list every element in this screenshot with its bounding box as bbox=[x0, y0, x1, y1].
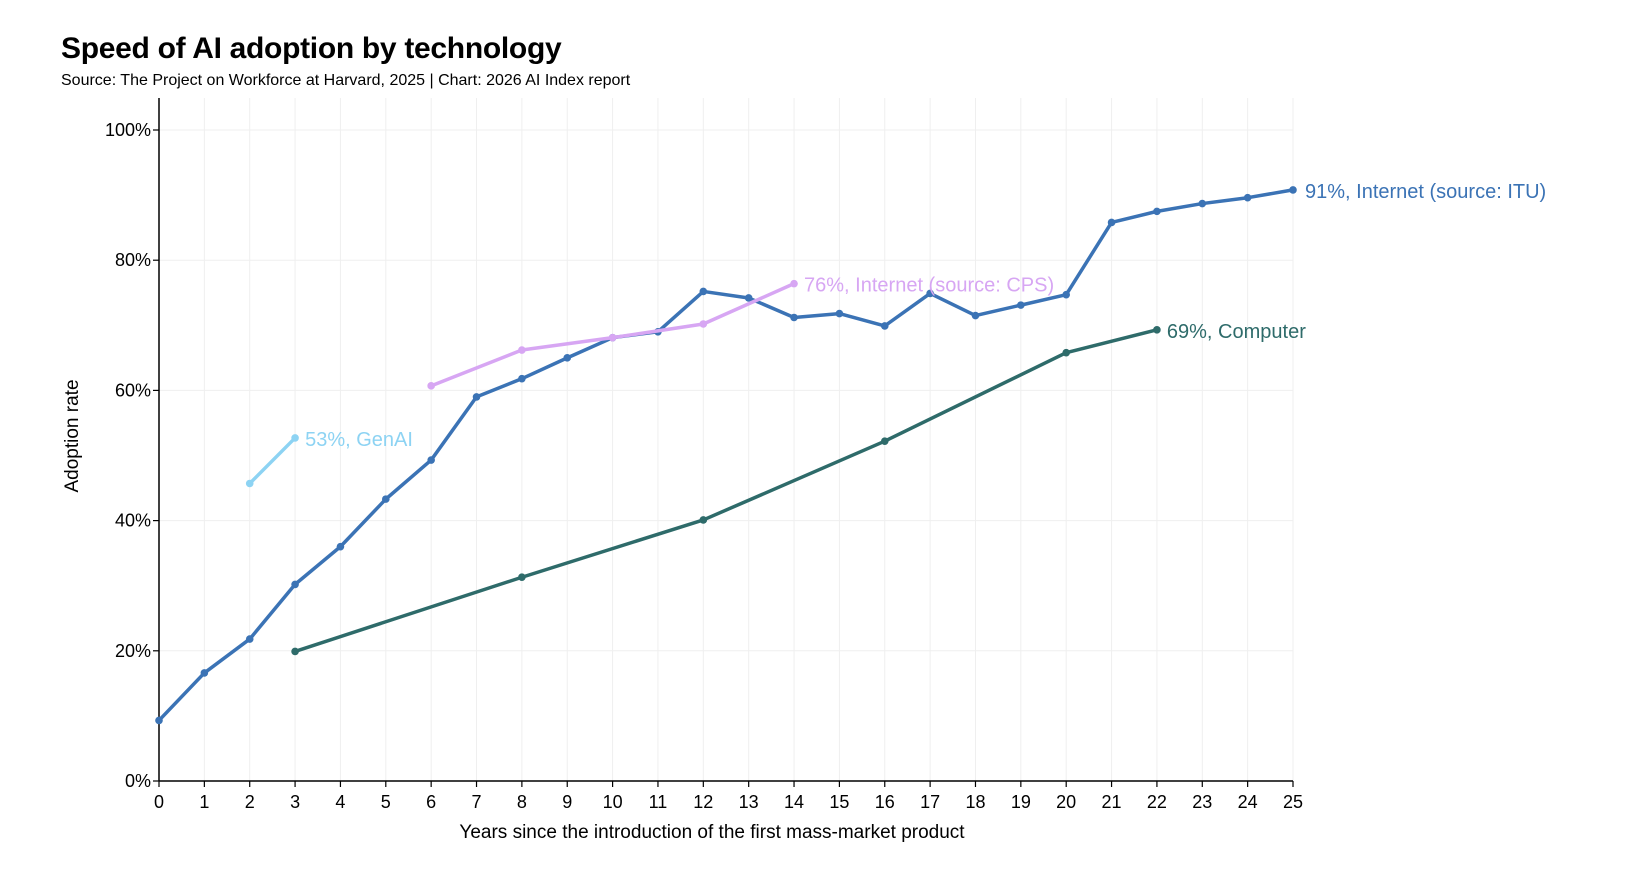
x-tick-label: 15 bbox=[829, 792, 849, 812]
data-point bbox=[608, 333, 617, 342]
data-point bbox=[744, 294, 753, 302]
data-point bbox=[1062, 290, 1070, 299]
x-tick-label: 20 bbox=[1056, 792, 1076, 812]
series-line bbox=[247, 436, 297, 486]
data-point bbox=[291, 580, 299, 589]
x-tick-label: 12 bbox=[693, 792, 713, 812]
y-tick-label: 20% bbox=[115, 641, 151, 661]
x-tick-label: 17 bbox=[920, 792, 940, 812]
data-point bbox=[699, 516, 708, 524]
y-tick-label: 40% bbox=[115, 511, 151, 531]
data-point bbox=[200, 669, 209, 677]
x-tick-label: 0 bbox=[154, 792, 164, 812]
data-point bbox=[699, 287, 708, 296]
series-end-label: 76%, Internet (source: CPS) bbox=[804, 275, 1054, 297]
data-point bbox=[427, 382, 435, 390]
y-axis-label: Adoption rate bbox=[62, 379, 83, 492]
x-tick-label: 11 bbox=[649, 792, 668, 812]
data-point bbox=[245, 635, 254, 643]
chart-subtitle: Source: The Project on Workforce at Harv… bbox=[61, 72, 631, 89]
data-point bbox=[1289, 186, 1297, 194]
x-tick-label: 24 bbox=[1238, 792, 1258, 812]
data-point bbox=[1062, 348, 1070, 357]
data-point bbox=[155, 716, 163, 725]
data-point bbox=[518, 374, 526, 383]
series-end-label: 69%, Computer bbox=[1167, 321, 1306, 343]
x-tick-label: 7 bbox=[472, 792, 482, 812]
x-tick-label: 19 bbox=[1011, 792, 1031, 812]
x-tick-label: 4 bbox=[335, 792, 345, 812]
y-tick-label: 60% bbox=[115, 380, 151, 400]
x-tick-label: 3 bbox=[290, 792, 300, 812]
series-end-labels: 91%, Internet (source: ITU) 76%, Internet… bbox=[305, 181, 1546, 451]
x-tick-label: 23 bbox=[1192, 792, 1212, 812]
data-point bbox=[926, 289, 934, 298]
x-tick-label: 14 bbox=[784, 792, 804, 812]
data-point bbox=[563, 354, 572, 362]
x-tick-label: 21 bbox=[1102, 792, 1122, 812]
axes bbox=[158, 98, 1293, 782]
x-tick-label: 6 bbox=[426, 792, 436, 812]
series-lines bbox=[155, 186, 1297, 725]
chart-title: Speed of AI adoption by technology bbox=[61, 32, 562, 65]
series-line bbox=[293, 328, 1159, 654]
y-tick-label: 0% bbox=[125, 771, 151, 791]
x-tick-labels: 0 1 2 3 4 5 6 7 8 9 10 11 12 13 14 15 16 17 18 19 20 21 22 23 24… bbox=[154, 781, 1303, 812]
data-point bbox=[880, 437, 889, 445]
x-tick-label: 1 bbox=[199, 792, 209, 812]
x-tick-label: 13 bbox=[739, 792, 759, 812]
data-point bbox=[382, 495, 390, 503]
data-point bbox=[699, 320, 708, 328]
x-tick-label: 9 bbox=[562, 792, 572, 812]
data-point bbox=[336, 542, 345, 551]
x-tick-label: 5 bbox=[381, 792, 391, 812]
data-point bbox=[1017, 301, 1025, 309]
data-point bbox=[1153, 326, 1161, 334]
data-point bbox=[291, 647, 299, 656]
series-end-label: 91%, Internet (source: ITU) bbox=[1305, 181, 1546, 203]
x-tick-label: 22 bbox=[1147, 792, 1167, 812]
x-tick-label: 25 bbox=[1283, 792, 1303, 812]
x-tick-label: 2 bbox=[245, 792, 255, 812]
data-point bbox=[472, 393, 481, 401]
y-tick-labels: 0% 20% 40% 60% 80% 100% bbox=[105, 120, 159, 791]
data-point bbox=[291, 434, 299, 442]
x-tick-label: 10 bbox=[603, 792, 623, 812]
data-point bbox=[880, 322, 889, 330]
x-tick-label: 18 bbox=[965, 792, 985, 812]
data-point bbox=[1243, 193, 1252, 202]
data-point bbox=[790, 313, 798, 322]
series-line bbox=[157, 188, 1295, 723]
data-point bbox=[1153, 207, 1161, 216]
x-tick-label: 16 bbox=[875, 792, 895, 812]
data-point bbox=[1107, 218, 1116, 227]
data-point bbox=[790, 279, 798, 288]
x-tick-label: 8 bbox=[517, 792, 527, 812]
data-point bbox=[971, 311, 980, 320]
data-point bbox=[1198, 199, 1207, 208]
data-point bbox=[245, 479, 254, 488]
y-tick-label: 80% bbox=[115, 250, 151, 270]
x-axis-label: Years since the introduction of the firs… bbox=[459, 822, 965, 843]
series-end-label: 53%, GenAI bbox=[305, 429, 413, 451]
y-tick-label: 100% bbox=[105, 120, 151, 140]
data-point bbox=[427, 456, 435, 464]
data-point bbox=[518, 573, 526, 582]
data-point bbox=[518, 346, 526, 354]
data-point bbox=[835, 309, 844, 318]
